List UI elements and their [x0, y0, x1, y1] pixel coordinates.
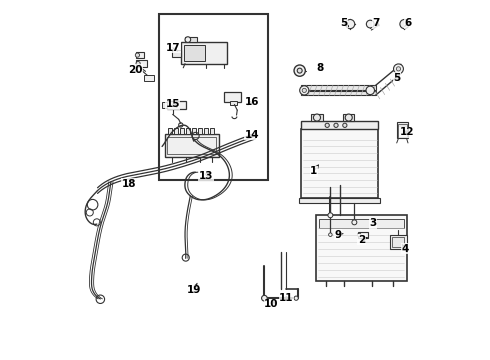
Bar — [210, 128, 214, 134]
Circle shape — [343, 123, 347, 127]
Bar — [167, 101, 186, 109]
Circle shape — [329, 233, 332, 237]
Bar — [311, 114, 322, 121]
Bar — [168, 137, 217, 154]
Text: 5: 5 — [393, 73, 400, 83]
Bar — [181, 42, 227, 64]
Circle shape — [345, 114, 352, 121]
Circle shape — [393, 64, 403, 74]
Bar — [319, 219, 404, 228]
Circle shape — [367, 20, 374, 28]
Bar — [397, 122, 408, 138]
Bar — [316, 215, 407, 280]
Circle shape — [294, 296, 298, 300]
Bar — [301, 85, 375, 90]
Circle shape — [302, 88, 306, 93]
Circle shape — [185, 37, 191, 42]
Circle shape — [297, 68, 302, 73]
Bar — [180, 128, 184, 134]
Text: 12: 12 — [399, 127, 414, 138]
Bar — [174, 128, 178, 134]
Bar — [392, 237, 404, 247]
Bar — [185, 37, 197, 42]
Bar — [136, 60, 147, 67]
Text: 2: 2 — [358, 235, 365, 245]
Bar — [165, 134, 219, 157]
Bar — [136, 52, 145, 58]
Text: 15: 15 — [166, 99, 180, 109]
Text: 6: 6 — [405, 18, 412, 28]
Text: 18: 18 — [122, 179, 136, 189]
Bar — [198, 128, 202, 134]
Circle shape — [366, 86, 374, 95]
Circle shape — [136, 62, 140, 66]
Circle shape — [325, 123, 329, 127]
Circle shape — [294, 65, 305, 76]
Circle shape — [314, 114, 320, 121]
Bar — [172, 50, 181, 57]
Text: 11: 11 — [279, 293, 294, 303]
Bar — [398, 124, 407, 137]
Text: 1: 1 — [310, 166, 318, 176]
Bar — [204, 128, 208, 134]
Bar — [184, 45, 205, 62]
Text: 19: 19 — [187, 285, 201, 295]
Bar — [186, 128, 190, 134]
Text: 14: 14 — [245, 130, 259, 140]
Circle shape — [334, 123, 338, 127]
Bar — [301, 129, 378, 198]
Text: 10: 10 — [264, 299, 279, 309]
Bar — [301, 91, 375, 95]
Circle shape — [396, 67, 401, 71]
Bar — [145, 75, 154, 81]
Bar — [343, 114, 354, 121]
Bar — [168, 128, 172, 134]
Bar — [390, 235, 407, 249]
Bar — [299, 198, 380, 203]
Text: 9: 9 — [335, 230, 342, 240]
Text: 13: 13 — [199, 171, 214, 181]
Bar — [358, 232, 368, 238]
Text: 16: 16 — [245, 98, 259, 107]
Text: 3: 3 — [369, 218, 376, 228]
Text: 5: 5 — [340, 18, 347, 28]
Bar — [163, 102, 167, 108]
Text: 17: 17 — [165, 43, 180, 53]
Circle shape — [262, 295, 267, 301]
Circle shape — [352, 220, 357, 225]
Bar — [159, 14, 268, 180]
Circle shape — [358, 233, 361, 237]
Bar — [301, 121, 378, 129]
Circle shape — [328, 213, 333, 218]
Circle shape — [345, 19, 355, 29]
Text: 20: 20 — [128, 65, 142, 75]
Circle shape — [135, 53, 140, 57]
Bar — [230, 101, 237, 104]
Bar — [224, 92, 241, 102]
Text: 8: 8 — [317, 63, 324, 73]
Circle shape — [300, 86, 309, 95]
Circle shape — [400, 19, 409, 29]
Text: 7: 7 — [372, 18, 380, 28]
Bar — [192, 128, 196, 134]
Text: 4: 4 — [402, 244, 409, 254]
